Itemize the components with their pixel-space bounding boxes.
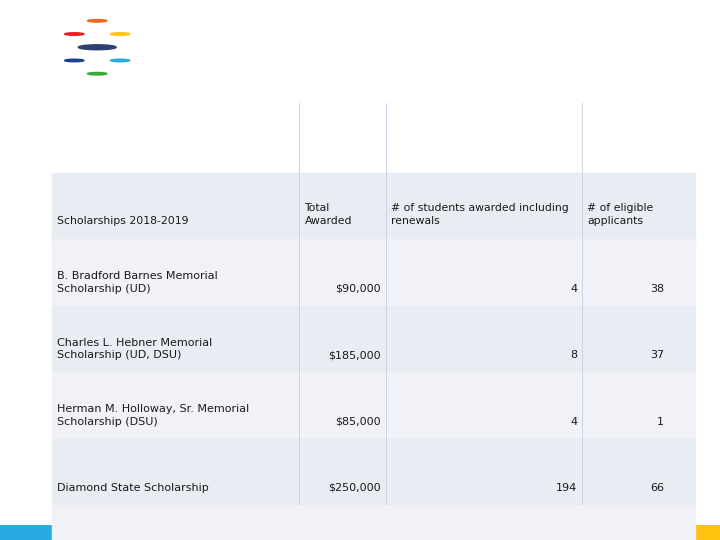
Text: Charles L. Hebner Memorial
Scholarship (UD, DSU): Charles L. Hebner Memorial Scholarship (… xyxy=(57,338,212,360)
Circle shape xyxy=(78,45,116,50)
Text: $250,000: $250,000 xyxy=(328,483,381,493)
Text: $185,000: $185,000 xyxy=(328,350,381,360)
Circle shape xyxy=(110,33,130,35)
Circle shape xyxy=(110,59,130,62)
Text: Diamond State Scholarship: Diamond State Scholarship xyxy=(57,483,209,493)
Bar xyxy=(52,372,695,438)
Text: 38: 38 xyxy=(650,284,664,294)
Text: # of students awarded including
renewals: # of students awarded including renewals xyxy=(392,204,569,226)
Bar xyxy=(475,525,634,540)
Text: 194: 194 xyxy=(556,483,577,493)
Circle shape xyxy=(65,33,84,35)
Bar xyxy=(52,438,695,505)
Bar xyxy=(52,306,695,372)
Text: 1: 1 xyxy=(657,416,664,427)
Text: # of eligible
applicants: # of eligible applicants xyxy=(588,204,654,226)
Text: 4: 4 xyxy=(570,284,577,294)
Text: B. Bradford Barnes Memorial
Scholarship (UD): B. Bradford Barnes Memorial Scholarship … xyxy=(57,272,217,294)
Text: 37: 37 xyxy=(650,350,664,360)
Bar xyxy=(52,239,695,306)
Circle shape xyxy=(88,72,107,75)
Bar xyxy=(52,173,695,244)
Text: Total
Awarded: Total Awarded xyxy=(305,204,352,226)
Bar xyxy=(634,525,720,540)
Text: $85,000: $85,000 xyxy=(336,416,381,427)
Text: Scholarships 2018-2019: Scholarships 2018-2019 xyxy=(57,216,189,226)
Text: 4: 4 xyxy=(570,416,577,427)
Bar xyxy=(52,505,695,540)
Text: Merit Scholarships: Merit Scholarships xyxy=(220,30,600,64)
Circle shape xyxy=(88,19,107,22)
Text: 66: 66 xyxy=(650,483,664,493)
Bar xyxy=(0,525,158,540)
Text: 8: 8 xyxy=(570,350,577,360)
Text: $90,000: $90,000 xyxy=(336,284,381,294)
Bar xyxy=(317,525,475,540)
Bar xyxy=(158,525,317,540)
Text: Herman M. Holloway, Sr. Memorial
Scholarship (DSU): Herman M. Holloway, Sr. Memorial Scholar… xyxy=(57,404,249,427)
Circle shape xyxy=(65,59,84,62)
